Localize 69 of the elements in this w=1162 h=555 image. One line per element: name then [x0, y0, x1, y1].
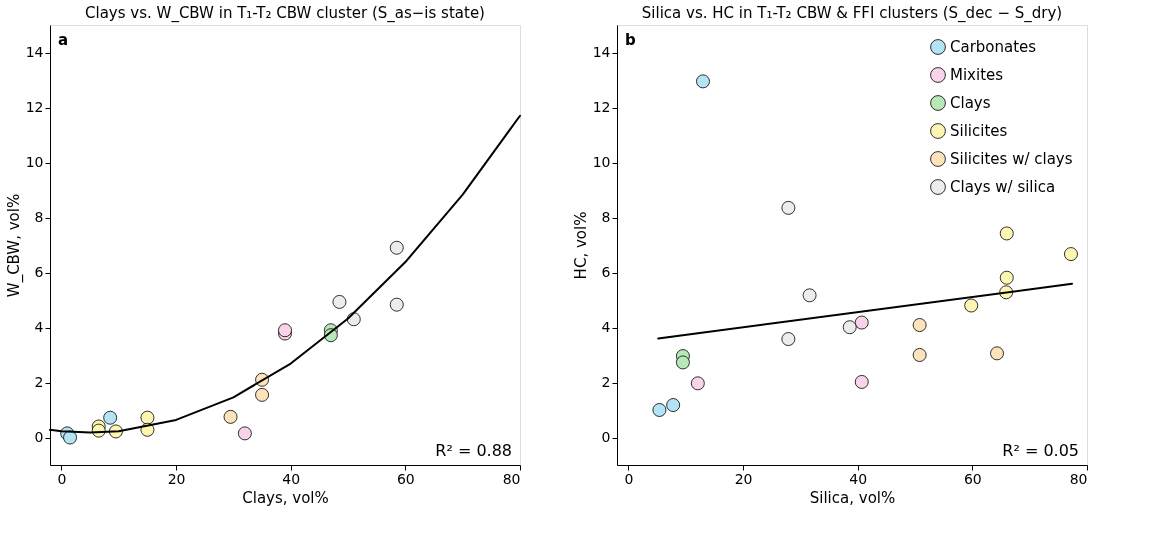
point [781, 200, 796, 215]
x-tick-label: 0 [624, 470, 634, 487]
x-tick-label: 60 [396, 470, 415, 487]
y-tick-label: 0 [601, 429, 611, 445]
x-tick-label: 0 [57, 470, 67, 487]
point [666, 398, 681, 412]
x-tick-label: 20 [734, 470, 753, 487]
y-tick-label: 12 [592, 99, 611, 115]
point [964, 298, 979, 313]
legend-label: Silicites [950, 122, 1008, 140]
x-tick-label: 40 [849, 470, 868, 487]
x-tick-label: 80 [1069, 470, 1088, 487]
x-tick-label: 80 [502, 470, 521, 487]
y-tick-label: 2 [601, 374, 611, 390]
point [854, 315, 869, 330]
x-tick-label: 20 [167, 470, 186, 487]
y-tick-label: 2 [34, 374, 44, 390]
point [332, 295, 347, 309]
point [990, 346, 1004, 361]
point [999, 226, 1014, 241]
y-tick-label: 8 [34, 209, 44, 225]
annotation: a [58, 31, 69, 49]
y-axis-title: HC, vol% [571, 211, 590, 280]
y-tick-label: 14 [592, 44, 611, 60]
point [842, 320, 857, 335]
chart-title: Silica vs. HC in T₁-T₂ CBW & FFI clusters (S_dec − S_dry) [641, 4, 1063, 23]
annotation: b [625, 31, 636, 49]
point [389, 297, 404, 312]
y-tick-label: 10 [25, 154, 44, 170]
y-axis-title: W_CBW, vol% [4, 193, 24, 298]
y-tick-label: 4 [601, 319, 611, 335]
point [652, 403, 667, 417]
point [854, 375, 869, 389]
annotation: R² = 0.05 [1002, 441, 1079, 460]
point [690, 376, 705, 391]
y-tick-label: 4 [34, 319, 44, 335]
y-tick-label: 14 [25, 44, 44, 60]
point [676, 355, 690, 370]
legend-label: Mixites [950, 66, 1004, 84]
y-tick-label: 6 [601, 264, 611, 280]
y-tick-label: 10 [592, 154, 611, 170]
x-tick-label: 40 [282, 470, 301, 487]
y-tick-label: 8 [601, 209, 611, 225]
y-tick-label: 6 [34, 264, 44, 280]
point [389, 240, 404, 255]
x-axis-title: Silica, vol% [809, 488, 896, 507]
x-tick-label: 60 [963, 470, 982, 487]
point [912, 318, 927, 332]
point [696, 74, 710, 89]
chart-title: Clays vs. W_CBW in T₁-T₂ CBW cluster (S_as−is state) [85, 4, 485, 23]
point [140, 410, 155, 425]
legend-label: Clays [950, 94, 991, 112]
point [237, 426, 252, 441]
point [1064, 247, 1078, 261]
y-tick-label: 0 [34, 429, 44, 445]
point [223, 409, 238, 424]
y-tick-label: 12 [25, 99, 44, 115]
point [103, 410, 118, 425]
point [63, 430, 77, 445]
point [912, 348, 927, 362]
x-axis-title: Clays, vol% [242, 488, 329, 507]
legend-label: Carbonates [950, 38, 1037, 56]
point [802, 288, 817, 303]
annotation: R² = 0.88 [435, 441, 512, 460]
point [999, 270, 1014, 285]
point [255, 387, 269, 402]
point [781, 332, 796, 346]
legend-label: Clays w/ silica [950, 178, 1056, 196]
legend-label: Silicites w/ clays [950, 150, 1073, 168]
